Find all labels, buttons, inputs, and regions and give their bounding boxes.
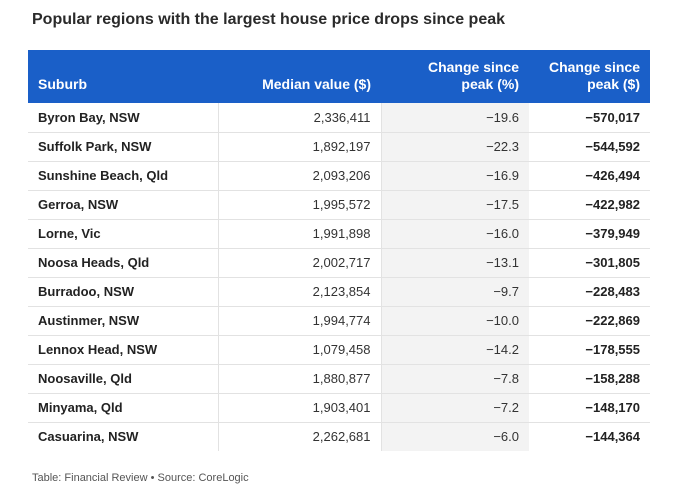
median-value-cell: 1,991,898 <box>218 219 382 249</box>
column-header: Change since peak (%) <box>381 50 529 103</box>
table-row: Noosaville, Qld 1,880,877 −7.8 −158,288 <box>28 364 650 394</box>
median-value-cell: 2,262,681 <box>218 422 382 451</box>
table-body: Byron Bay, NSW 2,336,411 −19.6 −570,017 Suff… <box>28 103 650 451</box>
change-dollar-cell: −379,949 <box>529 219 650 249</box>
change-dollar-cell: −544,592 <box>529 132 650 162</box>
suburb-cell: Sunshine Beach, Qld <box>28 161 219 191</box>
table-row: Lennox Head, NSW 1,079,458 −14.2 −178,555 <box>28 335 650 365</box>
column-header: Change since peak ($) <box>529 50 650 103</box>
change-dollar-cell: −178,555 <box>529 335 650 365</box>
table-row: Sunshine Beach, Qld 2,093,206 −16.9 −426,49… <box>28 161 650 191</box>
suburb-cell: Suffolk Park, NSW <box>28 132 219 162</box>
median-value-cell: 1,880,877 <box>218 364 382 394</box>
median-value-cell: 1,892,197 <box>218 132 382 162</box>
table-row: Burradoo, NSW 2,123,854 −9.7 −228,483 <box>28 277 650 307</box>
change-dollar-cell: −426,494 <box>529 161 650 191</box>
change-dollar-cell: −422,982 <box>529 190 650 220</box>
median-value-cell: 2,336,411 <box>218 103 382 133</box>
change-dollar-cell: −228,483 <box>529 277 650 307</box>
table-row: Austinmer, NSW 1,994,774 −10.0 −222,869 <box>28 306 650 336</box>
table-row: Byron Bay, NSW 2,336,411 −19.6 −570,017 <box>28 103 650 133</box>
table-row: Minyama, Qld 1,903,401 −7.2 −148,170 <box>28 393 650 423</box>
data-table: Suburb Median value ($) Change since peak… <box>28 50 650 451</box>
change-percent-cell: −22.3 <box>381 132 529 162</box>
median-value-cell: 2,123,854 <box>218 277 382 307</box>
suburb-cell: Byron Bay, NSW <box>28 103 219 133</box>
change-percent-cell: −10.0 <box>381 306 529 336</box>
change-percent-cell: −16.0 <box>381 219 529 249</box>
change-percent-cell: −19.6 <box>381 103 529 133</box>
median-value-cell: 1,994,774 <box>218 306 382 336</box>
suburb-cell: Minyama, Qld <box>28 393 219 423</box>
change-percent-cell: −17.5 <box>381 190 529 220</box>
column-header: Median value ($) <box>218 50 381 103</box>
change-percent-cell: −14.2 <box>381 335 529 365</box>
median-value-cell: 2,002,717 <box>218 248 382 278</box>
suburb-cell: Burradoo, NSW <box>28 277 219 307</box>
table-title: Popular regions with the largest house p… <box>32 11 506 28</box>
change-percent-cell: −16.9 <box>381 161 529 191</box>
header-row: Suburb Median value ($) Change since peak… <box>28 50 650 103</box>
source-note: Table: Financial Review • Source: CoreLo… <box>32 472 249 484</box>
median-value-cell: 1,995,572 <box>218 190 382 220</box>
change-dollar-cell: −301,805 <box>529 248 650 278</box>
table-row: Suffolk Park, NSW 1,892,197 −22.3 −544,592 <box>28 132 650 162</box>
suburb-cell: Gerroa, NSW <box>28 190 219 220</box>
column-header: Suburb <box>28 50 218 103</box>
change-percent-cell: −9.7 <box>381 277 529 307</box>
change-dollar-cell: −144,364 <box>585 429 640 445</box>
table-row: Gerroa, NSW 1,995,572 −17.5 −422,982 <box>28 190 650 220</box>
median-value-cell: 1,079,458 <box>218 335 382 365</box>
suburb-cell: Lorne, Vic <box>28 219 219 249</box>
change-dollar-cell: −222,869 <box>529 306 650 336</box>
change-dollar-cell: −158,288 <box>529 364 650 394</box>
change-percent-cell: −7.2 <box>381 393 529 423</box>
suburb-cell: Noosaville, Qld <box>28 364 219 394</box>
median-value-cell: 2,093,206 <box>218 161 382 191</box>
median-value-cell: 1,903,401 <box>218 393 382 423</box>
change-dollar-cell: −570,017 <box>529 103 650 133</box>
table-row: Noosa Heads, Qld 2,002,717 −13.1 −301,805 <box>28 248 650 278</box>
table-row: Lorne, Vic 1,991,898 −16.0 −379,949 <box>28 219 650 249</box>
change-percent-cell: −13.1 <box>381 248 529 278</box>
change-percent-cell: −6.0 <box>381 422 529 451</box>
suburb-cell: Austinmer, NSW <box>28 306 219 336</box>
change-dollar-cell: −148,170 <box>529 393 650 423</box>
change-percent-cell: −7.8 <box>381 364 529 394</box>
suburb-cell: Lennox Head, NSW <box>28 335 219 365</box>
suburb-cell: Casuarina, NSW <box>28 422 219 451</box>
suburb-cell: Noosa Heads, Qld <box>28 248 219 278</box>
table-row: Casuarina, NSW 2,262,681 −6.0 −144,364 <box>28 422 650 451</box>
